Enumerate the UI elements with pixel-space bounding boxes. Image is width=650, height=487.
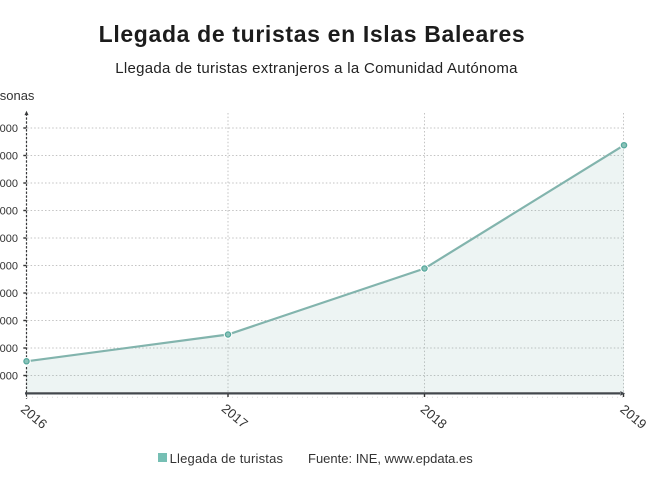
svg-text:0 000 000: 0 000 000	[0, 178, 18, 190]
svg-text:0 000 000: 0 000 000	[0, 123, 18, 135]
svg-text:2016: 2016	[18, 401, 50, 431]
svg-text:0 000 000: 0 000 000	[0, 206, 18, 218]
svg-text:0 000 000: 0 000 000	[0, 233, 18, 245]
svg-text:2019: 2019	[617, 402, 649, 432]
svg-text:0 000 000: 0 000 000	[0, 261, 18, 273]
svg-text:2017: 2017	[219, 401, 251, 431]
svg-text:0 000 000: 0 000 000	[0, 371, 18, 383]
svg-text:0 000 000: 0 000 000	[0, 343, 18, 355]
svg-text:0 000 000: 0 000 000	[0, 151, 18, 163]
svg-text:0 000 000: 0 000 000	[0, 288, 18, 300]
svg-text:2018: 2018	[418, 401, 450, 431]
svg-text:0 000 000: 0 000 000	[0, 316, 18, 328]
